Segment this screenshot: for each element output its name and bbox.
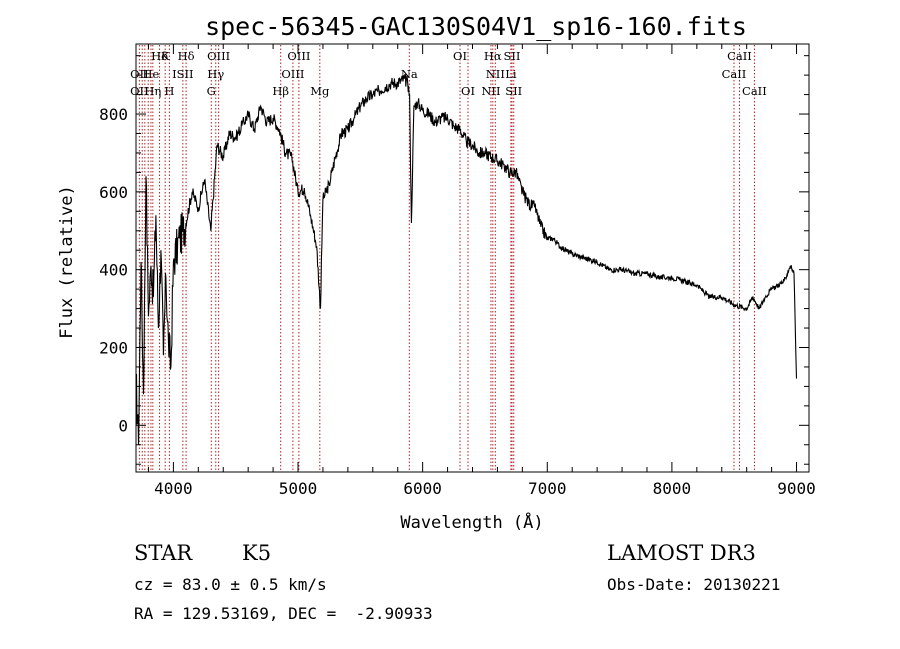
- line-markers: [138, 45, 755, 471]
- line-marker-label-19: Hη: [144, 84, 161, 98]
- line-marker-label-6: Hα: [484, 49, 502, 63]
- line-marker-label-17: CaII: [722, 67, 747, 81]
- y-axis-ticks: 0 200 400 600 800: [99, 55, 809, 465]
- y-tick-label-1: 200: [99, 338, 128, 357]
- line-marker-label-24: OI: [461, 84, 475, 98]
- line-marker-label-22: Hβ: [272, 84, 289, 98]
- line-marker-label-20: H: [164, 84, 174, 98]
- line-marker-label-27: CaII: [742, 84, 767, 98]
- redshift-text: cz = 83.0 ± 0.5 km/s: [134, 575, 327, 594]
- line-marker-label-13: OIII: [281, 67, 304, 81]
- y-tick-label-4: 800: [99, 105, 128, 124]
- y-tick-label-2: 400: [99, 261, 128, 280]
- x-tick-label-5: 9000: [777, 479, 816, 498]
- y-axis-label: Flux (relative): [57, 185, 77, 339]
- spectral-subclass: K5: [242, 541, 271, 565]
- obs-date: Obs-Date: 20130221: [607, 575, 780, 594]
- line-marker-label-1: K: [161, 49, 170, 63]
- x-tick-label-1: 5000: [279, 479, 318, 498]
- survey-name: LAMOST DR3: [607, 541, 756, 565]
- chart-title: spec-56345-GAC130S04V1_sp16-160.fits: [205, 12, 747, 41]
- y-tick-label-3: 600: [99, 183, 128, 202]
- x-tick-label-3: 7000: [528, 479, 567, 498]
- line-marker-label-21: G: [207, 84, 216, 98]
- line-marker-label-7: SII: [504, 49, 521, 63]
- line-marker-label-8: CaII: [727, 49, 752, 63]
- line-marker-label-5: OI: [453, 49, 467, 63]
- coordinates: RA = 129.53169, DEC = -2.90933: [134, 604, 433, 623]
- line-marker-label-10: He: [143, 67, 160, 81]
- x-axis-ticks: 4000 5000 6000 7000 8000 9000: [147, 44, 816, 498]
- line-marker-label-23: Mg: [310, 84, 330, 98]
- line-marker-label-15: NII: [486, 67, 505, 81]
- line-marker-label-16: Li: [505, 67, 517, 81]
- plot-frame: [135, 43, 810, 473]
- line-marker-label-0: Hδ: [151, 49, 168, 63]
- x-tick-label-0: 4000: [154, 479, 193, 498]
- line-marker-label-25: NII: [481, 84, 500, 98]
- y-tick-label-0: 0: [118, 416, 128, 435]
- object-type: STAR: [134, 541, 193, 565]
- line-marker-label-3: OIII: [207, 49, 230, 63]
- line-marker-label-4: OIII: [287, 49, 310, 63]
- line-marker-label-9: OII: [130, 67, 149, 81]
- line-marker-label-18: OII: [130, 84, 149, 98]
- line-marker-label-12: Hγ: [207, 67, 224, 81]
- line-marker-label-2: Hδ: [178, 49, 195, 63]
- x-tick-label-4: 8000: [653, 479, 692, 498]
- spectrum-line: [135, 73, 798, 445]
- x-axis-label: Wavelength (Å): [400, 511, 543, 533]
- line-marker-label-11: ISII: [172, 67, 194, 81]
- x-tick-label-2: 6000: [403, 479, 442, 498]
- line-marker-label-26: SII: [505, 84, 522, 98]
